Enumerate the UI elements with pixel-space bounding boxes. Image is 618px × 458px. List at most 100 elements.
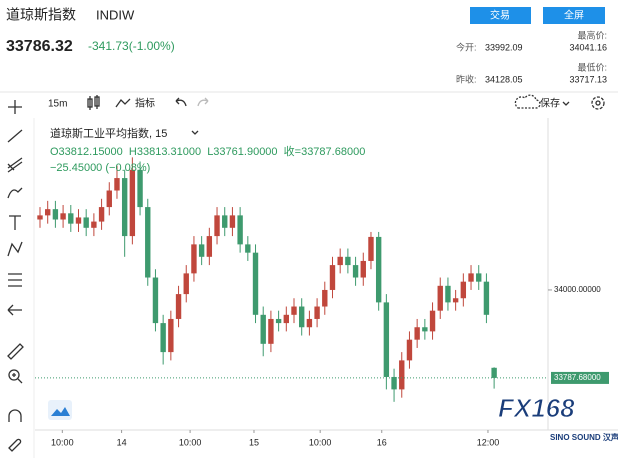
candle-body [375,236,382,303]
stat-value: 33992.09 [485,42,523,52]
settings[interactable] [591,96,605,110]
candle-body [237,215,243,245]
candle-body [268,318,274,344]
logo-mountain [51,407,70,416]
stat-label: 今开: [456,41,477,52]
candle-body [422,327,428,332]
candle-body [145,207,151,278]
legend-title: 道琼斯工业平均指数, 15 [50,126,167,140]
candle-body [168,318,174,353]
zoom-plus[interactable] [12,373,23,384]
back-tool[interactable] [7,304,22,316]
x-tick-label: 10:00 [309,437,332,447]
text-tool[interactable] [9,215,21,230]
candle-body [491,367,497,378]
candle-body [191,244,197,274]
zoom-tool[interactable] [8,369,20,381]
left-toolbar [7,100,24,452]
candle-body [91,221,97,228]
pattern-tool[interactable] [7,241,23,257]
candle-body [75,217,82,224]
magnet-tool[interactable] [8,409,22,422]
x-tick-label: 12:00 [477,437,500,447]
candle-body [406,339,413,361]
candle-body [306,318,313,328]
candle-body [83,217,89,228]
stat-value: 33717.13 [569,74,607,84]
brush-tool[interactable] [7,187,23,199]
stat-label: 最低价: [577,61,607,72]
save-menu[interactable] [562,101,570,106]
crosshair-tool[interactable] [8,100,22,114]
candle-body [245,244,251,253]
ruler-tool[interactable] [7,343,24,360]
candle-body [68,213,74,224]
candle-body [60,213,66,220]
candle-body [283,314,289,324]
stat-value: 34128.05 [485,74,523,84]
indicator-icon[interactable] [115,98,131,108]
candle-body [437,285,443,311]
candle-body [52,209,59,220]
candle-body [468,273,474,282]
fib-tool[interactable] [7,157,23,173]
y-tick-label: 34000.00000 [554,285,601,294]
candle-body [106,190,112,208]
candle-body [198,244,205,257]
candle-body [137,169,143,208]
candle-body [299,306,305,328]
candle-body [483,281,490,315]
candle-body [314,306,320,319]
candle-body [368,236,374,261]
indicators[interactable]: 指标 [135,97,155,110]
watermark-logo: FX168 [498,393,575,423]
candle-body [360,260,366,278]
stat-label: 最高价: [577,29,607,40]
interval[interactable]: 15m [48,99,67,110]
stat-value: 34041.16 [569,42,607,52]
redo[interactable] [197,97,209,107]
settings-center [595,100,601,106]
candle-body [229,215,236,228]
price: 33786.32 [6,38,73,55]
candle-body [414,327,420,340]
x-tick-label: 16 [377,437,387,447]
line-tool[interactable] [7,129,23,143]
last-price-label: 33787.68000 [554,373,601,382]
candle-body [175,294,182,319]
x-tick-label: 15 [249,437,259,447]
lock-tool[interactable] [8,438,22,452]
candle-body [222,215,228,228]
candle-body [275,318,282,324]
candle-body [260,314,266,344]
candle-body [452,298,459,303]
candle-body [383,302,390,377]
fullscreen-button[interactable] [543,7,605,24]
candle-body [460,281,467,299]
measure-tool[interactable] [8,273,22,287]
trade-button-label[interactable]: 交易 [490,9,510,22]
change-line: −25.45000 (−0.08%) [50,162,150,174]
candle-body [152,277,159,324]
candle-body [160,323,166,353]
fullscreen-button-label[interactable]: 全屏 [564,9,584,22]
candle-body [476,273,482,282]
candle-body [391,376,397,390]
candle-body [114,178,120,191]
last-price-box [551,371,609,384]
undo[interactable] [175,97,187,107]
candle-body [291,306,297,315]
legend-menu[interactable] [191,130,199,135]
stat-label: 昨收: [456,73,477,84]
candle-body [121,178,128,237]
candle-icon[interactable] [87,95,100,110]
save[interactable]: 保存 [540,97,560,110]
candle-body [183,273,189,295]
candle-body [129,169,136,237]
candle-body [37,215,43,220]
candle-body [445,285,451,303]
trade-button[interactable] [470,7,531,24]
x-tick-label: 10:00 [51,437,74,447]
